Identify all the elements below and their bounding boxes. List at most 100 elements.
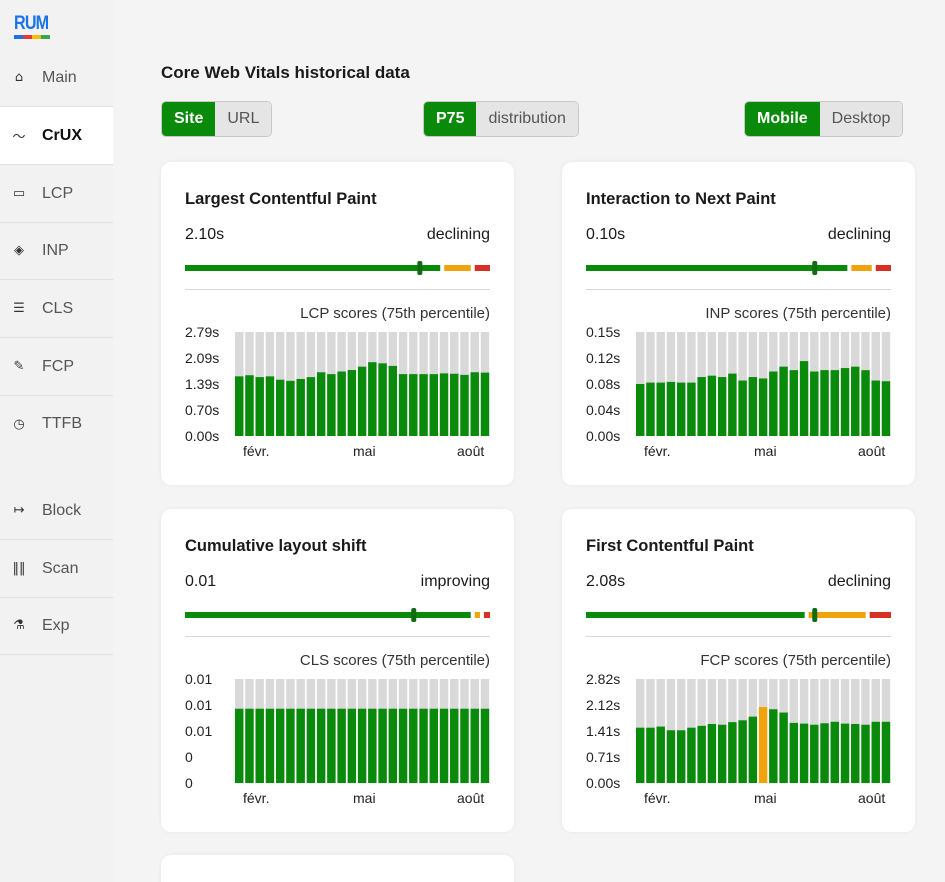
data-bar[interactable]: [738, 380, 747, 436]
data-bar[interactable]: [779, 366, 788, 436]
data-bar[interactable]: [245, 375, 254, 436]
data-bar[interactable]: [429, 374, 438, 436]
data-bar[interactable]: [439, 708, 449, 783]
sidebar-item-fcp[interactable]: ✎ FCP: [0, 338, 113, 396]
data-bar[interactable]: [871, 721, 880, 783]
data-bar[interactable]: [769, 709, 778, 783]
data-bar[interactable]: [357, 708, 367, 783]
data-bar[interactable]: [337, 371, 346, 436]
data-bar[interactable]: [337, 708, 346, 783]
data-bar[interactable]: [758, 707, 768, 783]
data-bar[interactable]: [881, 721, 891, 783]
data-bar[interactable]: [728, 373, 737, 436]
data-bar[interactable]: [707, 375, 717, 436]
data-bar[interactable]: [398, 374, 408, 436]
data-bar[interactable]: [378, 708, 387, 783]
data-bar[interactable]: [235, 376, 244, 436]
data-bar[interactable]: [275, 379, 285, 436]
url-toggle-button[interactable]: URL: [215, 102, 272, 136]
data-bar[interactable]: [439, 373, 449, 436]
data-bar[interactable]: [769, 371, 778, 436]
data-bar[interactable]: [676, 730, 686, 783]
rum-logo[interactable]: RUM: [14, 14, 52, 42]
data-bar[interactable]: [717, 724, 727, 783]
data-bar[interactable]: [820, 723, 829, 783]
data-bar[interactable]: [409, 374, 418, 436]
data-bar[interactable]: [286, 380, 295, 436]
data-bar[interactable]: [235, 708, 244, 783]
data-bar[interactable]: [429, 708, 438, 783]
data-bar[interactable]: [840, 368, 850, 436]
data-bar[interactable]: [656, 382, 665, 436]
data-bar[interactable]: [738, 720, 747, 783]
data-bar[interactable]: [419, 708, 428, 783]
data-bar[interactable]: [697, 725, 706, 783]
data-bar[interactable]: [245, 708, 254, 783]
data-bar[interactable]: [296, 708, 305, 783]
data-bar[interactable]: [378, 363, 387, 436]
data-bar[interactable]: [789, 370, 799, 436]
data-bar[interactable]: [306, 708, 316, 783]
data-bar[interactable]: [450, 373, 459, 436]
data-bar[interactable]: [799, 361, 809, 436]
data-bar[interactable]: [666, 381, 676, 436]
data-bar[interactable]: [255, 377, 264, 436]
data-bar[interactable]: [255, 708, 264, 783]
data-bar[interactable]: [646, 727, 655, 783]
data-bar[interactable]: [470, 708, 479, 783]
data-bar[interactable]: [316, 708, 326, 783]
site-toggle-button[interactable]: Site: [162, 102, 216, 136]
sidebar-item-main[interactable]: ⌂ Main: [0, 49, 113, 107]
sidebar-item-crux[interactable]: 〜 CrUX: [0, 107, 113, 165]
data-bar[interactable]: [347, 708, 357, 783]
data-bar[interactable]: [265, 376, 275, 436]
data-bar[interactable]: [728, 722, 737, 783]
data-bar[interactable]: [851, 723, 860, 783]
data-bar[interactable]: [810, 371, 819, 436]
data-bar[interactable]: [820, 370, 829, 436]
data-bar[interactable]: [470, 372, 479, 436]
data-bar[interactable]: [666, 730, 676, 783]
data-bar[interactable]: [840, 723, 850, 783]
data-bar[interactable]: [357, 366, 367, 436]
data-bar[interactable]: [265, 708, 275, 783]
data-bar[interactable]: [799, 723, 809, 783]
distribution-toggle-button[interactable]: distribution: [476, 102, 578, 136]
data-bar[interactable]: [881, 381, 891, 436]
data-bar[interactable]: [419, 374, 428, 436]
data-bar[interactable]: [758, 378, 768, 436]
data-bar[interactable]: [636, 384, 645, 436]
data-bar[interactable]: [398, 708, 408, 783]
data-bar[interactable]: [316, 372, 326, 436]
data-bar[interactable]: [707, 723, 717, 783]
data-bar[interactable]: [368, 362, 377, 436]
data-bar[interactable]: [460, 374, 469, 436]
p75-toggle-button[interactable]: P75: [424, 102, 477, 136]
sidebar-item-cls[interactable]: ☰ CLS: [0, 280, 113, 338]
sidebar-item-block[interactable]: ↦ Block: [0, 482, 113, 540]
data-bar[interactable]: [480, 372, 490, 436]
data-bar[interactable]: [861, 370, 870, 436]
data-bar[interactable]: [861, 724, 870, 783]
sidebar-item-exp[interactable]: ⚗ Exp: [0, 597, 113, 655]
data-bar[interactable]: [830, 721, 839, 783]
sidebar-item-scan[interactable]: ‖‖ Scan: [0, 540, 113, 598]
data-bar[interactable]: [717, 377, 727, 436]
data-bar[interactable]: [347, 370, 357, 436]
data-bar[interactable]: [286, 708, 295, 783]
data-bar[interactable]: [388, 365, 398, 436]
data-bar[interactable]: [789, 722, 799, 783]
data-bar[interactable]: [306, 377, 316, 436]
desktop-toggle-button[interactable]: Desktop: [819, 102, 903, 136]
data-bar[interactable]: [748, 716, 758, 783]
data-bar[interactable]: [327, 708, 336, 783]
data-bar[interactable]: [460, 708, 469, 783]
data-bar[interactable]: [697, 377, 706, 436]
data-bar[interactable]: [327, 374, 336, 436]
data-bar[interactable]: [450, 708, 459, 783]
sidebar-item-lcp[interactable]: ▭ LCP: [0, 165, 113, 223]
data-bar[interactable]: [687, 727, 696, 783]
data-bar[interactable]: [687, 382, 696, 436]
data-bar[interactable]: [830, 370, 839, 436]
data-bar[interactable]: [779, 712, 788, 783]
